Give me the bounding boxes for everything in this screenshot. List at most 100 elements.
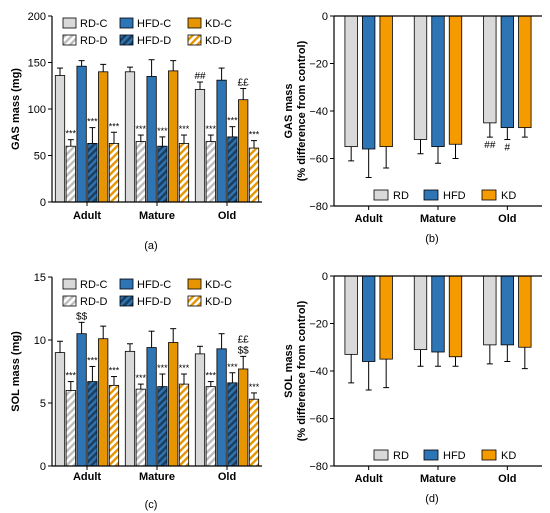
legend-label: HFD <box>443 190 466 202</box>
bar <box>87 381 98 467</box>
y-axis-label: SOL mass <box>283 344 295 398</box>
x-tick-label: Mature <box>420 213 456 225</box>
bar <box>205 386 216 467</box>
y-tick-label: 100 <box>28 104 46 116</box>
x-tick-label: Mature <box>420 473 456 485</box>
bar <box>108 143 120 203</box>
bar <box>157 145 168 203</box>
x-tick-label: Old <box>498 213 516 225</box>
bar <box>248 147 260 203</box>
significance-label: # <box>505 143 511 154</box>
bar <box>124 71 136 203</box>
bar <box>227 136 238 203</box>
bar <box>362 15 376 150</box>
bar <box>65 145 76 203</box>
significance-label: *** <box>157 363 168 373</box>
significance-label: ££ <box>238 78 250 89</box>
bar <box>146 76 157 203</box>
bar <box>108 384 120 467</box>
bar <box>76 333 87 467</box>
legend-label: KD-C <box>205 18 232 30</box>
bar <box>216 79 227 203</box>
bar <box>98 338 109 467</box>
legend-swatch <box>62 34 77 46</box>
significance-label: ## <box>484 140 496 151</box>
legend-label: RD-C <box>80 18 108 30</box>
bar <box>379 15 393 148</box>
legend-swatch <box>119 34 134 46</box>
y-axis-label: SOL mass (mg) <box>10 331 22 412</box>
legend-label: HFD-C <box>137 18 171 30</box>
bar <box>413 275 428 351</box>
y-tick-label: 50 <box>34 151 46 163</box>
y-tick-label: 0 <box>40 197 46 209</box>
significance-label: *** <box>157 126 168 136</box>
panel-d: 0 −20 −40 −60 −80 Adult Mature Old SOL mass (% di… <box>283 271 542 505</box>
legend-label: RD <box>393 450 409 462</box>
significance-label: *** <box>206 371 217 381</box>
y-tick-label: −20 <box>309 319 328 331</box>
bar <box>87 143 98 203</box>
bar <box>194 353 206 467</box>
legend-swatch <box>187 34 202 46</box>
x-tick-label: Old <box>218 471 236 483</box>
significance-label: *** <box>87 355 98 365</box>
bar <box>135 388 146 467</box>
panel-a: 0 50 100 150 200 ## *** *** *** *** *** *** ££ *** ***… <box>10 11 262 252</box>
significance-label: $$ <box>76 311 88 322</box>
x-tick-label: Mature <box>139 471 175 483</box>
legend-label: KD-D <box>205 296 232 308</box>
legend-swatch <box>481 449 497 461</box>
bar <box>431 15 445 148</box>
bar <box>448 275 463 358</box>
legend-swatch <box>62 278 77 290</box>
legend-label: HFD <box>443 450 466 462</box>
legend-label: RD <box>393 190 409 202</box>
y-tick-label: 150 <box>28 58 46 70</box>
y-axis-label-line2: (% difference from control) <box>296 300 308 441</box>
x-tick-label: Adult <box>73 471 101 483</box>
legend-swatch <box>62 17 77 29</box>
bar <box>178 383 190 467</box>
bar <box>178 143 190 203</box>
bar <box>431 275 445 353</box>
x-tick-label: Old <box>498 473 516 485</box>
y-tick-label: 10 <box>34 335 46 347</box>
y-tick-label: 0 <box>322 271 328 283</box>
bar <box>227 382 238 467</box>
y-tick-label: −60 <box>309 414 328 426</box>
bar <box>205 141 216 203</box>
bar <box>65 389 76 467</box>
bar <box>483 15 497 124</box>
bar <box>168 342 179 467</box>
significance-label: ## <box>194 71 206 82</box>
y-tick-label: −80 <box>309 201 328 213</box>
bar <box>413 15 428 140</box>
bar <box>344 15 358 148</box>
legend-label: RD-D <box>80 35 108 47</box>
bar <box>483 275 497 346</box>
legend-swatch <box>119 295 134 307</box>
significance-label: *** <box>109 121 120 131</box>
x-tick-label: Adult <box>355 473 383 485</box>
x-tick-label: Old <box>218 210 236 222</box>
panel-label: (d) <box>425 493 438 505</box>
significance-label: ££ $$ <box>238 334 250 356</box>
y-axis-label: GAS mass (mg) <box>10 68 22 150</box>
x-tick-label: Adult <box>355 213 383 225</box>
legend-swatch <box>423 189 439 201</box>
y-tick-label: −80 <box>309 461 328 473</box>
significance-label: *** <box>179 363 190 373</box>
y-tick-label: 0 <box>40 461 46 473</box>
y-tick-label: 0 <box>322 11 328 23</box>
significance-label: *** <box>109 366 120 376</box>
bar <box>76 65 87 203</box>
legend-swatch <box>119 278 134 290</box>
legend-swatch <box>423 449 439 461</box>
significance-label: *** <box>66 371 77 381</box>
significance-label: *** <box>136 124 147 134</box>
bar <box>98 71 109 203</box>
bar <box>135 141 146 203</box>
